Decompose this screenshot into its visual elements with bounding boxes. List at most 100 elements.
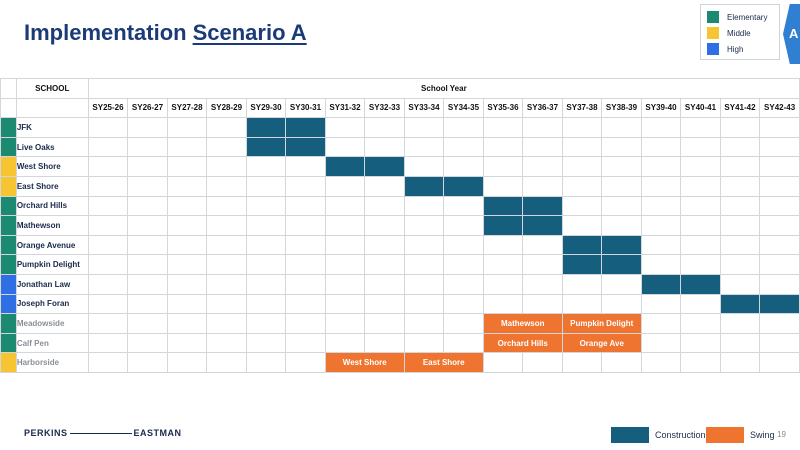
empty-cell [443,332,484,354]
empty-cell [324,136,366,158]
empty-cell [640,195,682,217]
construction-cell [364,156,405,177]
empty-cell [759,136,800,158]
empty-cell [640,175,682,197]
empty-cell [206,313,247,334]
empty-cell [759,234,800,256]
empty-cell [166,332,208,354]
level-indicator [0,136,17,158]
empty-cell [127,234,168,256]
title-prefix: Implementation [24,20,187,45]
construction-key-label: Construction [655,430,706,440]
empty-cell [87,175,129,197]
empty-cell [324,195,366,217]
empty-cell [166,254,208,275]
construction-cell [601,234,642,256]
legend-swatch-elementary [707,11,719,23]
legend-swatch-high [707,43,719,55]
swing-bar: Orchard Hills [482,332,563,354]
page-title: Implementation Scenario A [24,20,307,46]
empty-cell [719,136,761,158]
table-row: East Shore [0,175,800,197]
empty-cell [206,332,247,354]
year-header-cell: SY27-28 [166,97,208,119]
empty-cell [522,117,563,138]
empty-cell [759,156,800,177]
empty-cell [245,254,287,275]
empty-cell [522,352,563,373]
swing-bar: Pumpkin Delight [561,313,642,334]
construction-cell [245,117,287,138]
empty-cell [324,175,366,197]
empty-cell [166,175,208,197]
scenario-tab-letter: A [789,26,799,41]
swing-bar: East Shore [403,352,484,373]
empty-cell [443,313,484,334]
empty-cell [759,332,800,354]
empty-cell [127,254,168,275]
empty-cell [245,313,287,334]
empty-cell [364,254,405,275]
year-header-cell: SY30-31 [285,97,326,119]
empty-cell [364,136,405,158]
school-name-cell: East Shore [15,175,89,197]
empty-cell [324,273,366,295]
level-indicator [0,313,17,334]
empty-cell [719,215,761,236]
level-indicator [0,273,17,295]
empty-cell [601,117,642,138]
empty-cell [680,254,721,275]
swing-bar: Orange Ave [561,332,642,354]
empty-cell [719,117,761,138]
empty-cell [443,215,484,236]
empty-cell [403,117,445,138]
table-row: Meadowside Mathewson Pumpkin Delight [0,313,800,334]
year-header-cell: SY35-36 [482,97,524,119]
empty-cell [324,313,366,334]
empty-cell [443,254,484,275]
title-scenario: Scenario A [192,20,307,45]
legend-item-elementary: Elementary [707,10,767,24]
year-header-cell: SY36-37 [522,97,563,119]
year-header-cell: SY28-29 [206,97,247,119]
empty-cell [561,117,603,138]
empty-cell [166,215,208,236]
level-indicator [0,195,17,217]
level-indicator [0,156,17,177]
empty-cell [403,136,445,158]
empty-cell [166,313,208,334]
empty-cell [561,136,603,158]
empty-cell [403,254,445,275]
empty-cell [680,234,721,256]
empty-cell [680,156,721,177]
empty-cell [87,136,129,158]
empty-cell [601,156,642,177]
school-name-cell: Pumpkin Delight [15,254,89,275]
empty-cell [719,273,761,295]
empty-cell [522,156,563,177]
construction-cell [285,136,326,158]
empty-cell [601,273,642,295]
level-indicator [0,234,17,256]
empty-cell [719,352,761,373]
table-row: Joseph Foran [0,293,800,315]
construction-cell [482,215,524,236]
empty-cell [87,215,129,236]
empty-cell [403,195,445,217]
empty-cell [680,117,721,138]
empty-cell [245,156,287,177]
empty-cell [561,273,603,295]
level-indicator [0,352,17,373]
empty-cell [127,273,168,295]
school-name-cell: Calf Pen [15,332,89,354]
empty-cell [561,156,603,177]
empty-cell [601,352,642,373]
empty-cell [759,313,800,334]
empty-cell [759,254,800,275]
empty-cell [324,117,366,138]
empty-cell [680,313,721,334]
level-indicator [0,332,17,354]
school-name-cell: Jonathan Law [15,273,89,295]
year-header-cell: SY25-26 [87,97,129,119]
empty-cell [364,234,405,256]
